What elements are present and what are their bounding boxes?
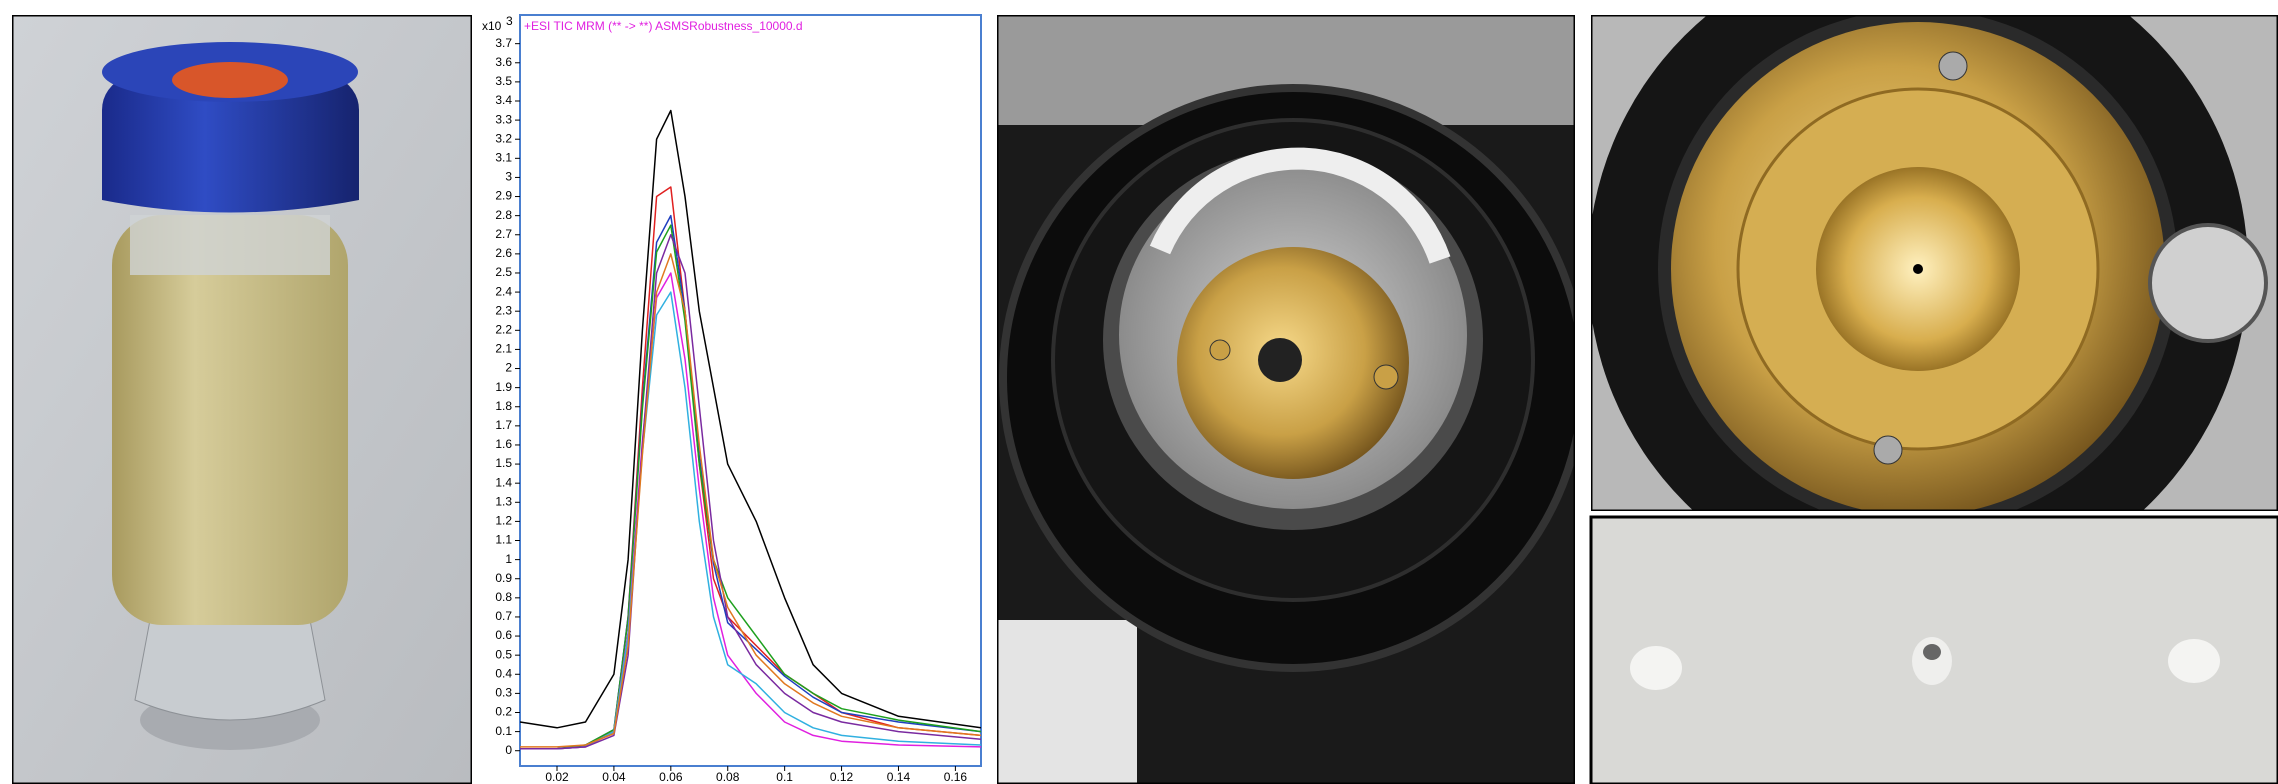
x-tick-label: 0.06	[659, 770, 683, 784]
y-tick-label: 1.5	[495, 456, 512, 470]
y-multiplier-exponent: 3	[506, 14, 513, 28]
y-tick-label: 1.3	[495, 494, 512, 508]
vial-photo	[12, 15, 472, 784]
chart-title: +ESI TIC MRM (** -> **) ASMSRobustness_1…	[524, 19, 803, 33]
y-tick-label: 2	[505, 361, 512, 375]
y-tick-label: 2.1	[495, 342, 512, 356]
series-line	[520, 253, 981, 748]
plot-frame	[519, 14, 982, 767]
x-tick-label: 0.1	[776, 770, 793, 784]
x-tick-label: 0.16	[944, 770, 968, 784]
y-tick-label: 0.9	[495, 571, 512, 585]
series-line	[520, 109, 981, 729]
y-tick-label: 3.3	[495, 112, 512, 126]
series-line	[520, 224, 981, 750]
fabric-photo	[1589, 515, 2278, 784]
series-line	[520, 291, 981, 750]
y-tick-label: 2.6	[495, 246, 512, 260]
y-tick-label: 3.2	[495, 131, 512, 145]
x-tick-label: 0.08	[716, 770, 740, 784]
plot-lines	[520, 109, 981, 750]
y-tick-label: 0.7	[495, 609, 512, 623]
y-tick-label: 2.8	[495, 208, 512, 222]
cone-photo	[1591, 15, 2278, 511]
y-tick-label: 0.3	[495, 686, 512, 700]
y-tick-label: 2.7	[495, 227, 512, 241]
y-tick-label: 2.5	[495, 265, 512, 279]
x-tick-label: 0.02	[545, 770, 569, 784]
y-tick-label: 3.6	[495, 55, 512, 69]
y-tick-label: 1.2	[495, 514, 512, 528]
y-tick-label: 2.2	[495, 322, 512, 336]
y-tick-label: 3.1	[495, 150, 512, 164]
y-tick-label: 3	[505, 170, 512, 184]
y-tick-label: 2.9	[495, 189, 512, 203]
source-photo	[997, 15, 1575, 784]
y-tick-label: 0.4	[495, 666, 512, 680]
y-tick-label: 0.6	[495, 628, 512, 642]
y-tick-label: 1.9	[495, 380, 512, 394]
y-tick-label: 1	[505, 552, 512, 566]
x-tick-label: 0.14	[887, 770, 911, 784]
y-tick-label: 1.6	[495, 437, 512, 451]
y-tick-label: 1.8	[495, 399, 512, 413]
y-tick-label: 0	[505, 743, 512, 757]
y-tick-label: 0.5	[495, 647, 512, 661]
y-tick-label: 1.7	[495, 418, 512, 432]
y-tick-label: 0.8	[495, 590, 512, 604]
y-tick-label: 3.4	[495, 93, 512, 107]
y-tick-label: 3.7	[495, 36, 512, 50]
y-multiplier: x10	[482, 19, 502, 33]
series-line	[520, 234, 981, 750]
x-tick-label: 0.12	[830, 770, 854, 784]
y-tick-label: 0.2	[495, 705, 512, 719]
y-tick-label: 1.1	[495, 533, 512, 547]
y-tick-label: 2.3	[495, 303, 512, 317]
y-tick-label: 1.4	[495, 475, 512, 489]
y-tick-label: 3.5	[495, 74, 512, 88]
y-tick-label: 2.4	[495, 284, 512, 298]
y-tick-label: 0.1	[495, 724, 512, 738]
x-tick-label: 0.04	[602, 770, 626, 784]
